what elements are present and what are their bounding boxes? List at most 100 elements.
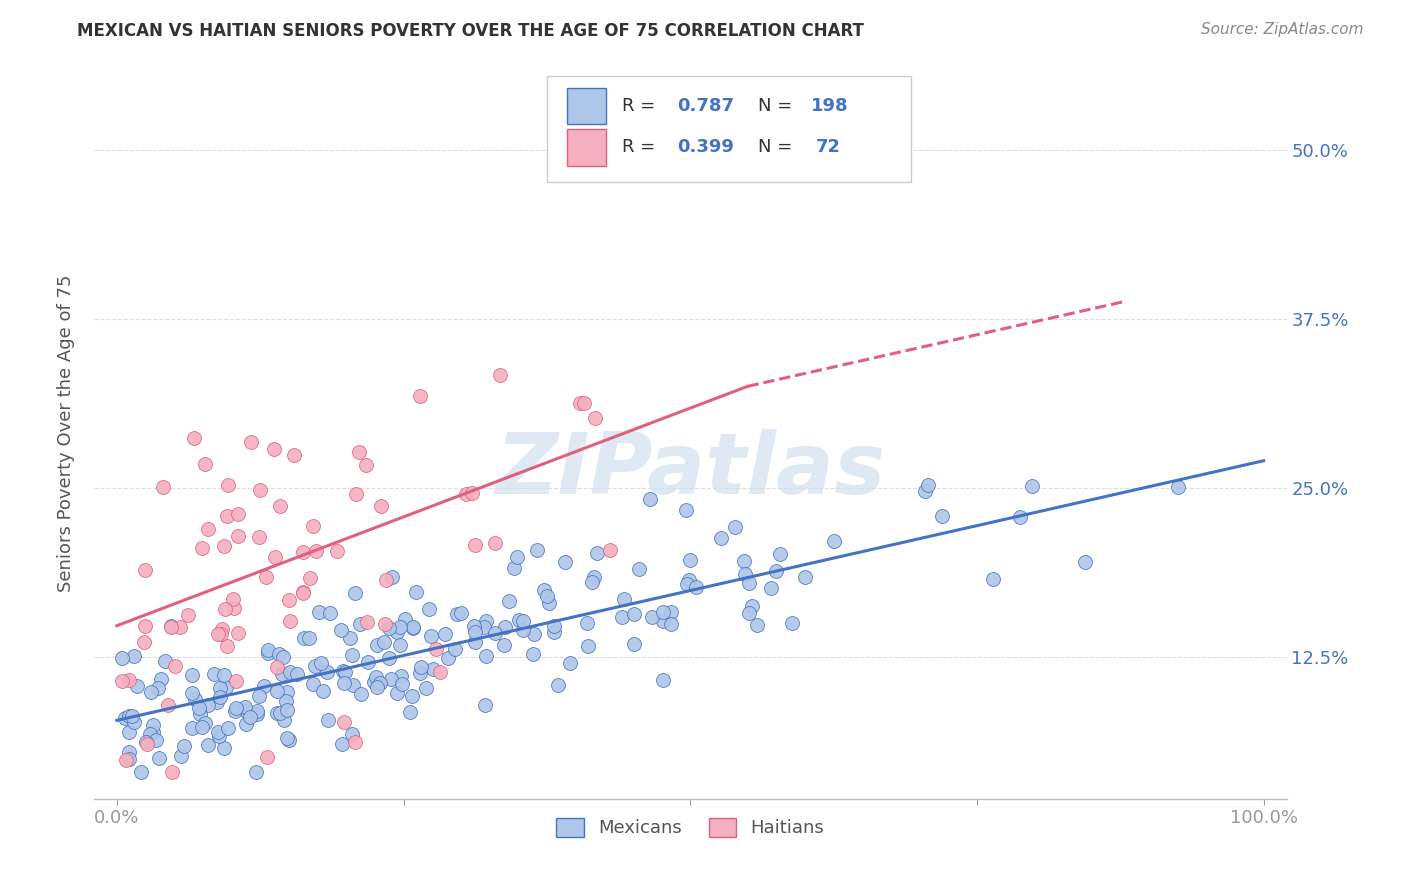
Point: [356, 615, 378, 629]
Point: [214, 602, 236, 616]
Point: [344, 487, 367, 501]
FancyBboxPatch shape: [568, 129, 606, 166]
Point: [278, 665, 301, 680]
Point: [659, 617, 682, 632]
Point: [312, 684, 335, 698]
Point: [394, 612, 416, 626]
Point: [576, 639, 599, 653]
Point: [187, 701, 209, 715]
Point: [256, 643, 278, 657]
Point: [738, 606, 761, 620]
Point: [138, 727, 160, 741]
Point: [484, 535, 506, 549]
Point: [266, 706, 288, 720]
Point: [217, 508, 239, 523]
Text: 72: 72: [815, 138, 841, 156]
Point: [160, 764, 183, 779]
Point: [652, 673, 675, 687]
Point: [146, 681, 169, 695]
Point: [205, 695, 228, 709]
Point: [239, 435, 262, 450]
FancyBboxPatch shape: [568, 87, 606, 124]
Point: [387, 624, 409, 639]
Point: [235, 717, 257, 731]
Point: [135, 737, 157, 751]
Point: [225, 674, 247, 689]
Point: [676, 576, 699, 591]
Point: [194, 716, 217, 731]
Point: [256, 750, 278, 764]
Point: [299, 571, 322, 585]
Point: [1008, 509, 1031, 524]
Point: [366, 680, 388, 694]
Point: [169, 620, 191, 634]
Point: [628, 562, 651, 576]
Point: [278, 593, 301, 607]
Point: [190, 541, 212, 555]
Point: [437, 651, 460, 665]
Point: [209, 627, 232, 641]
Point: [370, 676, 392, 690]
Point: [292, 585, 315, 599]
Point: [253, 679, 276, 693]
Point: [402, 621, 425, 635]
Point: [572, 396, 595, 410]
Point: [364, 670, 387, 684]
Point: [309, 656, 332, 670]
Point: [134, 618, 156, 632]
Point: [685, 580, 707, 594]
Point: [343, 735, 366, 749]
Point: [354, 458, 377, 472]
Point: [209, 681, 232, 695]
Point: [277, 733, 299, 747]
Point: [547, 677, 569, 691]
Point: [543, 619, 565, 633]
Point: [375, 573, 398, 587]
Point: [381, 570, 404, 584]
Point: [148, 751, 170, 765]
Text: N =: N =: [758, 138, 799, 156]
Point: [271, 650, 294, 665]
Point: [212, 539, 235, 553]
Point: [170, 748, 193, 763]
Point: [389, 638, 412, 652]
Point: [425, 642, 447, 657]
Point: [498, 594, 520, 608]
Point: [269, 706, 291, 720]
Point: [274, 694, 297, 708]
Point: [212, 740, 235, 755]
Point: [638, 491, 661, 506]
Point: [217, 640, 239, 654]
Point: [302, 518, 325, 533]
Point: [225, 700, 247, 714]
Point: [269, 648, 291, 662]
Point: [623, 637, 645, 651]
Point: [215, 680, 238, 694]
Point: [212, 667, 235, 681]
Text: MEXICAN VS HAITIAN SENIORS POVERTY OVER THE AGE OF 75 CORRELATION CHART: MEXICAN VS HAITIAN SENIORS POVERTY OVER …: [77, 22, 865, 40]
Legend: Mexicans, Haitians: Mexicans, Haitians: [550, 811, 831, 845]
Point: [111, 650, 134, 665]
Point: [543, 624, 565, 639]
Point: [197, 522, 219, 536]
Point: [745, 617, 768, 632]
Point: [464, 624, 486, 639]
Point: [419, 629, 441, 643]
Point: [111, 674, 134, 689]
Point: [217, 721, 239, 735]
Point: [508, 613, 530, 627]
Point: [132, 635, 155, 649]
Point: [121, 708, 143, 723]
Point: [269, 500, 291, 514]
Point: [165, 659, 187, 673]
Point: [502, 561, 524, 575]
Point: [246, 707, 269, 722]
Point: [444, 642, 467, 657]
Point: [575, 615, 598, 630]
Point: [405, 585, 427, 599]
Point: [741, 599, 763, 613]
Point: [484, 625, 506, 640]
Point: [623, 607, 645, 621]
Point: [139, 684, 162, 698]
Point: [472, 620, 495, 634]
